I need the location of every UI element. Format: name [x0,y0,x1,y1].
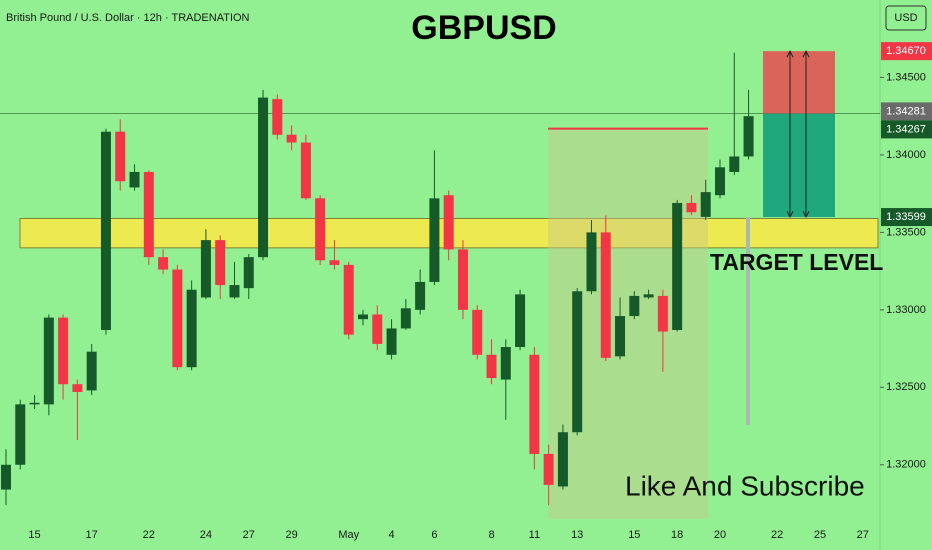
x-tick-label: 11 [529,529,540,541]
x-tick-label: 20 [714,529,726,541]
candle-body [415,281,426,310]
candle-body [543,453,554,485]
candle-body [329,260,340,265]
candle-body [729,156,740,172]
candle-body [429,198,440,282]
candle-body [115,131,126,182]
y-tick-label: 1.32500 [886,381,926,393]
candle-body [143,171,154,258]
stop-zone [763,51,835,114]
price-label-box [881,102,932,121]
candle-body [286,134,297,143]
x-tick-label: 18 [671,529,683,541]
chart-title: GBPUSD [411,9,556,47]
pattern-area [548,128,708,519]
candle-body [315,198,326,261]
candle-body [472,309,483,355]
candle-body [615,316,626,357]
candle-body [500,347,511,380]
x-tick-label: May [338,529,359,541]
price-label-box [881,42,932,61]
candle-body [129,171,140,188]
candle-body [643,294,654,298]
x-tick-label: 6 [431,529,437,541]
candle-body [586,232,597,292]
candle-body [229,285,240,298]
arrow-head [802,50,810,219]
candle-body [372,314,383,344]
x-tick-label: 13 [571,529,583,541]
price-label-box [881,208,932,227]
x-tick-label: 29 [285,529,297,541]
price-label: 1.34281 [886,105,926,117]
annotation: TARGET LEVEL [710,249,883,275]
currency-box[interactable] [885,5,927,31]
candle-body [29,402,40,405]
candle-body [629,295,640,317]
x-tick-label: 27 [857,529,869,541]
annotation: Like And Subscribe [625,470,865,501]
price-label-box [881,120,932,139]
candle-body [72,384,83,392]
candle-body [386,328,397,355]
candle-body [358,314,368,320]
candle-body [215,240,226,286]
candle-body [58,317,69,385]
candle-body [1,464,11,490]
candle-body [529,354,540,454]
candle-body [743,116,754,157]
candle-body [400,308,411,329]
target-zone [763,113,835,218]
currency: USD [894,12,917,24]
x-tick-label: 4 [388,529,394,541]
candle-body [715,167,725,196]
x-tick-label: 27 [243,529,255,541]
price-label: 1.33599 [886,211,926,223]
candle-body [258,97,269,258]
candle-body [572,291,583,433]
candle-body [343,264,354,335]
candle-body [457,249,468,310]
candle-body [443,195,454,250]
price-label: 1.34670 [886,45,926,57]
candle-body [86,351,97,391]
candle-body [557,432,568,487]
candle-body [100,131,111,330]
price-label: 1.34267 [886,123,926,135]
arrow-head [786,50,794,219]
x-tick-label: 25 [814,529,826,541]
candle-body [272,99,283,135]
y-tick-label: 1.34000 [886,149,926,161]
x-tick-label: 22 [771,529,783,541]
y-tick-label: 1.33500 [886,226,926,238]
x-tick-label: 15 [628,529,640,541]
x-tick-label: 24 [200,529,212,541]
x-tick-label: 22 [143,529,155,541]
candle-body [300,142,311,199]
candle-body [600,232,611,358]
chart-subtitle: British Pound / U.S. Dollar · 12h · TRAD… [6,12,250,24]
candle-body [700,192,711,217]
y-tick-label: 1.32000 [886,459,926,471]
candle-body [200,240,211,298]
candle-body [657,295,668,332]
x-tick-label: 17 [86,529,98,541]
y-tick-label: 1.33000 [886,304,926,316]
y-tick-label: 1.34500 [886,71,926,83]
candle-body [243,257,254,289]
candle-body [515,294,526,348]
candle-body [15,404,26,465]
candle-body [43,317,54,405]
candle-body [186,289,197,368]
x-tick-label: 8 [488,529,494,541]
candle-body [172,269,183,368]
candle-body [672,202,683,330]
candle-body [158,257,169,270]
x-tick-label: 15 [28,529,40,541]
candle-body [486,354,497,379]
candle-body [686,202,697,213]
